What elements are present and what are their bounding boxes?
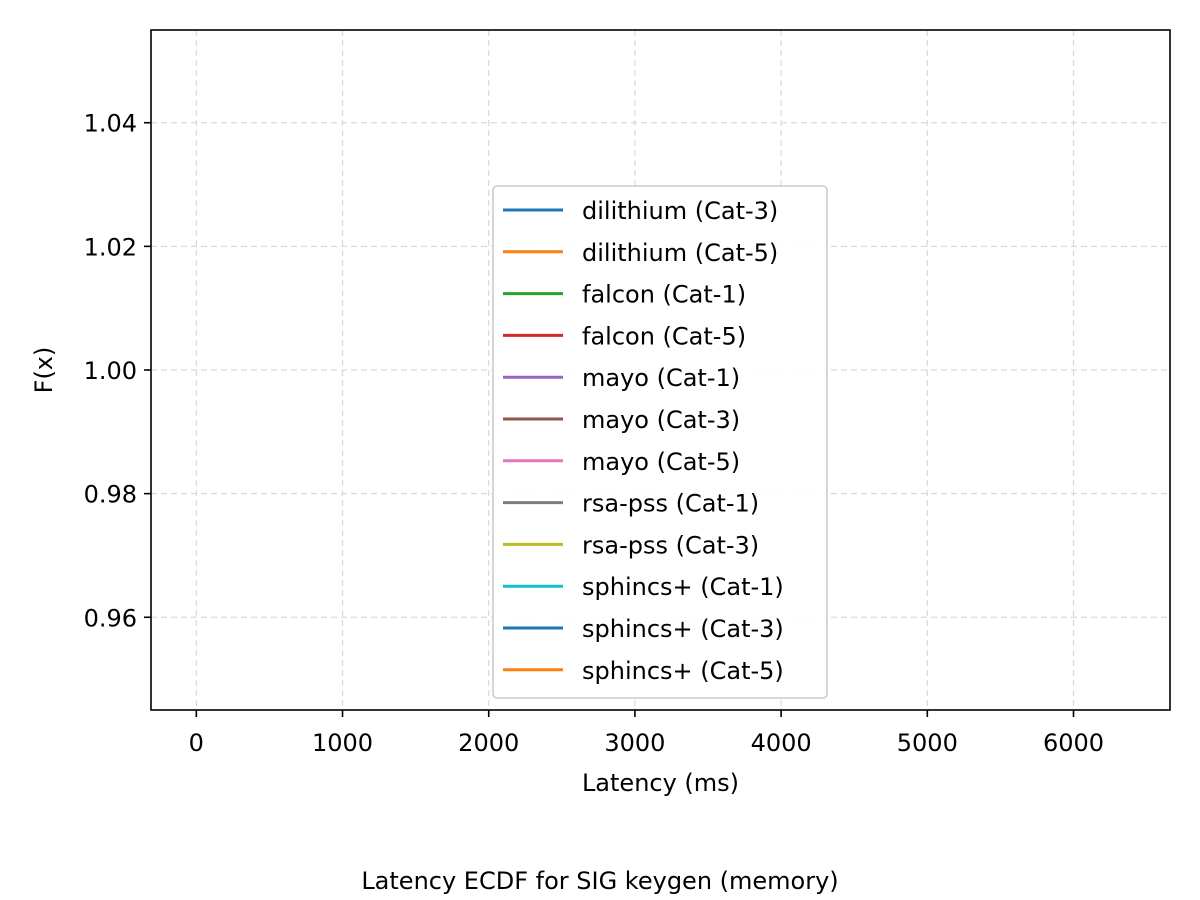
y-tick-label: 1.00 xyxy=(84,357,137,385)
legend-label: falcon (Cat-5) xyxy=(582,322,746,350)
y-tick-label: 0.96 xyxy=(84,604,137,632)
legend-item: sphincs+ (Cat-1) xyxy=(503,573,784,601)
legend-label: sphincs+ (Cat-1) xyxy=(582,573,784,601)
legend-item: mayo (Cat-3) xyxy=(503,406,740,434)
legend-label: dilithium (Cat-3) xyxy=(582,197,778,225)
x-tick-label: 2000 xyxy=(458,729,519,757)
legend-item: rsa-pss (Cat-3) xyxy=(503,531,759,559)
legend-item: dilithium (Cat-3) xyxy=(503,197,778,225)
legend-label: sphincs+ (Cat-3) xyxy=(582,615,784,643)
legend-label: rsa-pss (Cat-1) xyxy=(582,490,759,518)
legend: dilithium (Cat-3) dilithium (Cat-5) falcon… xyxy=(492,185,828,699)
x-tick-label: 6000 xyxy=(1043,729,1104,757)
legend-item: mayo (Cat-1) xyxy=(503,364,740,392)
legend-label: mayo (Cat-3) xyxy=(582,406,740,434)
legend-item: sphincs+ (Cat-5) xyxy=(503,657,784,685)
legend-label: falcon (Cat-1) xyxy=(582,281,746,309)
legend-item: sphincs+ (Cat-3) xyxy=(503,615,784,643)
y-tick-label: 1.04 xyxy=(84,110,137,138)
y-axis-label: F(x) xyxy=(30,347,58,394)
figure-caption: Latency ECDF for SIG keygen (memory) xyxy=(361,867,838,895)
legend-item: dilithium (Cat-5) xyxy=(503,239,778,267)
legend-box xyxy=(492,185,828,699)
legend-item: mayo (Cat-5) xyxy=(503,448,740,476)
legend-item: falcon (Cat-1) xyxy=(503,281,746,309)
x-axis-label: Latency (ms) xyxy=(582,769,739,797)
legend-label: mayo (Cat-5) xyxy=(582,448,740,476)
y-axis-ticks: 0.96 0.98 1.00 1.02 1.04 xyxy=(84,110,151,632)
x-tick-label: 3000 xyxy=(604,729,665,757)
legend-item: rsa-pss (Cat-1) xyxy=(503,490,759,518)
x-axis-ticks: 0 1000 2000 3000 4000 5000 6000 xyxy=(189,710,1104,757)
legend-label: rsa-pss (Cat-3) xyxy=(582,531,759,559)
x-tick-label: 1000 xyxy=(312,729,373,757)
y-tick-label: 1.02 xyxy=(84,233,137,261)
x-tick-label: 0 xyxy=(189,729,204,757)
legend-label: sphincs+ (Cat-5) xyxy=(582,657,784,685)
x-tick-label: 4000 xyxy=(751,729,812,757)
legend-label: mayo (Cat-1) xyxy=(582,364,740,392)
x-tick-label: 5000 xyxy=(897,729,958,757)
legend-label: dilithium (Cat-5) xyxy=(582,239,778,267)
legend-item: falcon (Cat-5) xyxy=(503,322,746,350)
y-tick-label: 0.98 xyxy=(84,481,137,509)
